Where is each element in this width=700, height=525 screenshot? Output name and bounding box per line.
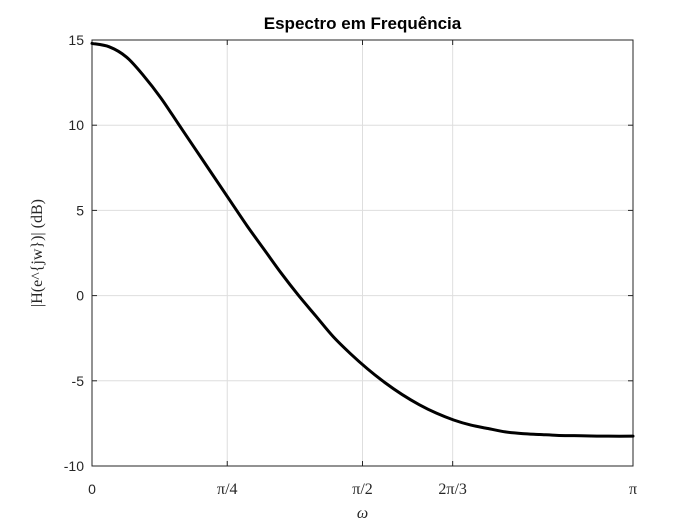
tick-labels: 0 π/4 π/2 2π/3 π 15 10 5 0 -5 -10 bbox=[64, 32, 637, 498]
x-tick-label: π bbox=[629, 481, 637, 498]
chart-title: Espectro em Frequência bbox=[264, 14, 462, 33]
x-axis-label: ω bbox=[357, 505, 368, 522]
y-tick-label: 15 bbox=[68, 32, 84, 48]
y-tick-label: 10 bbox=[68, 117, 84, 133]
y-tick-label: 5 bbox=[76, 202, 84, 218]
x-tick-label: 0 bbox=[88, 481, 96, 497]
x-tick-label: 2π/3 bbox=[438, 481, 467, 498]
y-tick-label: 0 bbox=[76, 288, 84, 304]
y-tick-label: -5 bbox=[72, 373, 85, 389]
x-tick-label: π/4 bbox=[217, 481, 238, 498]
grid bbox=[91, 39, 634, 467]
series-line bbox=[90, 41, 635, 438]
series bbox=[90, 41, 635, 438]
y-tick-label: -10 bbox=[64, 458, 84, 474]
y-axis-label: |H(e^{jw})| (dB) bbox=[29, 199, 46, 307]
x-tick-label: π/2 bbox=[352, 481, 373, 498]
